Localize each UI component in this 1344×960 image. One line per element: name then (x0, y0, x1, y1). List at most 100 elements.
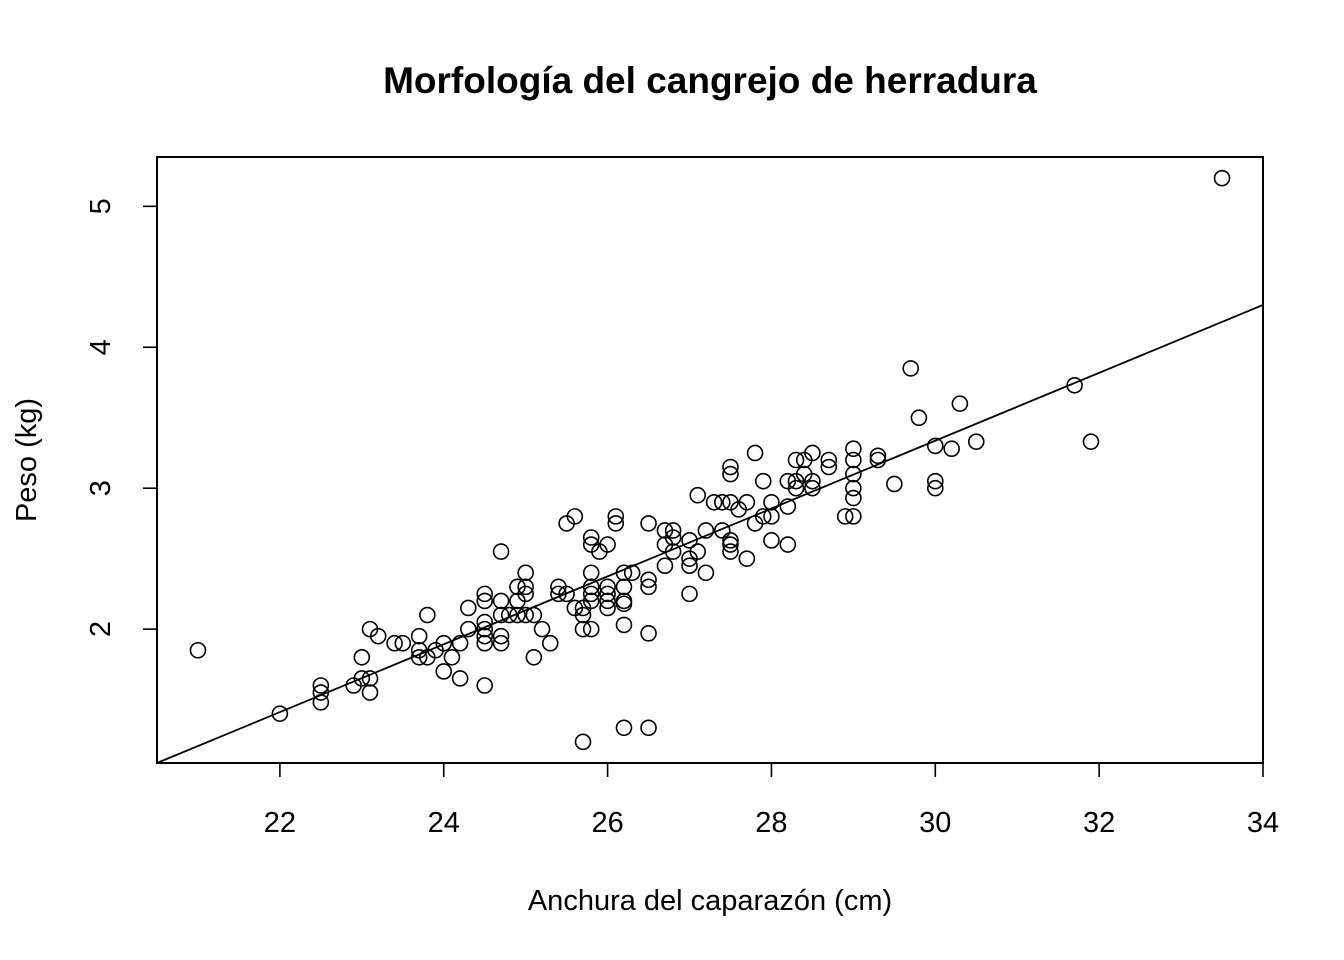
data-point (640, 719, 657, 737)
data-point (369, 627, 387, 645)
data-point (754, 508, 772, 525)
data-point (492, 627, 510, 645)
data-point (394, 634, 412, 652)
data-point (574, 733, 592, 751)
data-point (443, 649, 461, 666)
y-tick-label: 5 (85, 198, 117, 214)
data-point (869, 451, 887, 469)
data-point (410, 627, 428, 645)
data-point (697, 522, 715, 539)
data-point (713, 522, 731, 539)
data-point (886, 475, 903, 493)
data-point (926, 479, 944, 497)
data-point (845, 440, 862, 458)
data-point (517, 564, 534, 582)
data-point (271, 705, 289, 722)
data-point (476, 677, 494, 694)
data-point (615, 616, 633, 634)
data-point (500, 606, 518, 624)
data-point (754, 472, 772, 490)
data-point (820, 451, 838, 469)
data-point (681, 585, 698, 603)
data-point (779, 498, 797, 515)
data-point (599, 536, 616, 553)
data-point (926, 472, 944, 490)
data-point (902, 360, 920, 377)
x-tick-label: 22 (264, 807, 296, 839)
data-point (697, 564, 715, 582)
data-point (599, 599, 616, 617)
data-point (656, 557, 674, 574)
data-point (492, 634, 510, 652)
data-point (419, 606, 436, 624)
data-point (582, 592, 600, 610)
data-point (607, 508, 625, 525)
data-point (910, 409, 928, 427)
x-tick-label: 28 (755, 807, 787, 839)
y-axis-label: Peso (kg) (11, 398, 43, 522)
data-point (681, 557, 698, 574)
data-point (722, 465, 739, 483)
data-point (517, 606, 534, 624)
regression-line (156, 304, 1264, 764)
data-point (525, 649, 543, 666)
data-point (845, 479, 862, 497)
data-point (541, 634, 559, 652)
data-point (836, 508, 854, 525)
data-point (926, 437, 944, 455)
data-point (640, 578, 657, 596)
data-point (664, 529, 682, 546)
data-point (460, 599, 477, 617)
data-point (943, 440, 960, 458)
data-point (615, 595, 633, 613)
data-point (738, 493, 756, 511)
data-point (582, 585, 600, 603)
data-point (582, 620, 600, 638)
data-point (599, 592, 616, 610)
data-point (869, 447, 887, 465)
data-point (705, 493, 723, 511)
data-point (787, 479, 805, 497)
data-point (804, 472, 821, 490)
y-tick-label: 3 (85, 480, 117, 496)
data-point (476, 634, 494, 652)
data-point (312, 677, 330, 694)
data-point (845, 465, 862, 483)
data-point (722, 458, 739, 476)
data-point (492, 543, 510, 560)
data-point (476, 620, 494, 638)
data-point (738, 550, 756, 567)
data-point (599, 578, 616, 596)
y-tick-label: 2 (85, 621, 117, 637)
data-point (509, 606, 526, 624)
data-point (599, 585, 616, 603)
data-point (189, 641, 207, 659)
x-tick-label: 24 (428, 807, 460, 839)
data-point (492, 606, 510, 624)
data-point (615, 578, 633, 596)
data-point (460, 620, 477, 638)
x-tick-label: 30 (919, 807, 951, 839)
data-point (1082, 433, 1100, 450)
data-point (476, 585, 494, 603)
data-point (353, 670, 371, 687)
y-tick-label: 4 (85, 339, 117, 355)
data-point (664, 522, 682, 539)
data-point (353, 649, 371, 666)
data-point (607, 515, 625, 532)
data-point (967, 433, 985, 450)
chart-title: Morfología del cangrejo de herradura (383, 60, 1037, 101)
plot-area (156, 169, 1264, 764)
data-point (582, 564, 600, 582)
x-tick-label: 34 (1247, 807, 1279, 839)
data-point (574, 606, 592, 624)
data-point (951, 395, 969, 412)
data-point (476, 613, 494, 631)
data-point (763, 493, 780, 511)
data-point (1213, 169, 1231, 187)
plot-frame (156, 156, 1264, 764)
x-axis-label: Anchura del caparazón (cm) (528, 885, 892, 917)
data-point (845, 451, 862, 469)
data-point (845, 508, 862, 525)
